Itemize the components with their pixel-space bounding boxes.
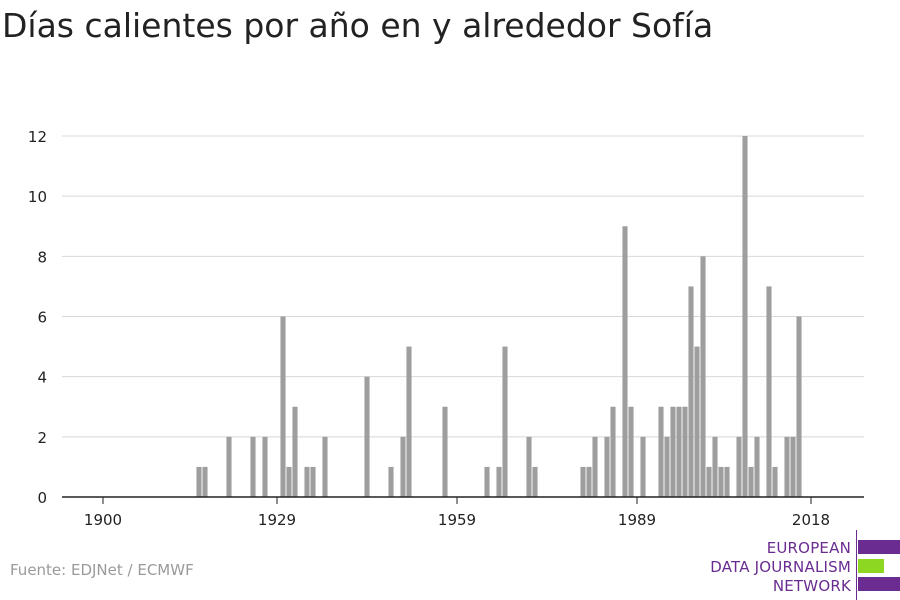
y-tick-label: 0	[37, 489, 47, 507]
bar-1937	[322, 436, 328, 497]
bar-2014	[784, 436, 790, 497]
bar-1995	[670, 406, 676, 497]
bar-1984	[604, 436, 610, 497]
bar-2008	[748, 466, 754, 497]
bar-1950	[400, 436, 406, 497]
bar-2011	[766, 286, 772, 497]
bar-1972	[532, 466, 538, 497]
bar-1985	[610, 406, 616, 497]
x-tick-label: 1959	[438, 511, 476, 529]
bars	[196, 136, 802, 497]
y-axis-ticks: 0 2 4 6 8 10 12	[28, 128, 47, 507]
bar-1994	[664, 436, 670, 497]
bar-1935	[310, 466, 316, 497]
bar-1967	[502, 346, 508, 497]
bar-1932	[292, 406, 298, 497]
y-tick-label: 8	[37, 248, 47, 266]
bar-1921	[226, 436, 232, 497]
bar-1998	[688, 286, 694, 497]
bar-2009	[754, 436, 760, 497]
logo-line-network: NETWORK	[772, 577, 851, 595]
bar-1964	[484, 466, 490, 497]
bar-1927	[262, 436, 268, 497]
bar-1971	[526, 436, 532, 497]
bar-2000	[700, 256, 706, 497]
bar-1948	[388, 466, 394, 497]
x-tick-label: 1989	[618, 511, 656, 529]
bar-1990	[640, 436, 646, 497]
bar-1966	[496, 466, 502, 497]
hot-days-bar-chart: 0 2 4 6 8 10 12 1900 1929 1959 1989 2018	[28, 128, 864, 529]
bar-2006	[736, 436, 742, 497]
bar-1917	[202, 466, 208, 497]
bar-2001	[706, 466, 712, 497]
chart-title: Días calientes por año en y alrededor So…	[2, 6, 714, 45]
bar-1931	[286, 466, 292, 497]
bar-2016	[796, 316, 802, 497]
bar-1957	[442, 406, 448, 497]
bar-1930	[280, 316, 286, 497]
y-tick-label: 12	[28, 128, 47, 146]
logo-bar-purple-top	[858, 540, 900, 554]
x-tick-label: 1929	[258, 511, 296, 529]
bar-1916	[196, 466, 202, 497]
logo-line-data-journalism: DATA JOURNALISM	[710, 558, 851, 576]
edjnet-logo: EUROPEAN DATA JOURNALISM NETWORK	[700, 530, 900, 600]
bar-1951	[406, 346, 412, 497]
bar-1996	[676, 406, 682, 497]
bar-1944	[364, 376, 370, 497]
y-tick-label: 6	[37, 309, 47, 327]
bar-1997	[682, 406, 688, 497]
logo-bar-purple-bottom	[858, 577, 900, 591]
bar-2004	[724, 466, 730, 497]
bar-2007	[742, 136, 748, 497]
x-tick-label: 2018	[792, 511, 830, 529]
bar-1980	[580, 466, 586, 497]
bar-1925	[250, 436, 256, 497]
bar-1999	[694, 346, 700, 497]
logo-divider	[856, 530, 857, 600]
bar-1993	[658, 406, 664, 497]
bar-1987	[622, 226, 628, 497]
bar-2002	[712, 436, 718, 497]
logo-bar-green	[858, 559, 884, 573]
grid-lines	[62, 135, 864, 438]
bar-1981	[586, 466, 592, 497]
bar-2012	[772, 466, 778, 497]
bar-1982	[592, 436, 598, 497]
bar-2015	[790, 436, 796, 497]
y-tick-label: 4	[37, 369, 47, 387]
source-note: Fuente: EDJNet / ECMWF	[10, 561, 194, 579]
bar-2003	[718, 466, 724, 497]
bar-1934	[304, 466, 310, 497]
x-axis-ticks: 1900 1929 1959 1989 2018	[84, 497, 830, 529]
x-tick-label: 1900	[84, 511, 122, 529]
y-tick-label: 2	[37, 429, 47, 447]
logo-line-european: EUROPEAN	[766, 539, 851, 557]
bar-1988	[628, 406, 634, 497]
y-tick-label: 10	[28, 188, 47, 206]
